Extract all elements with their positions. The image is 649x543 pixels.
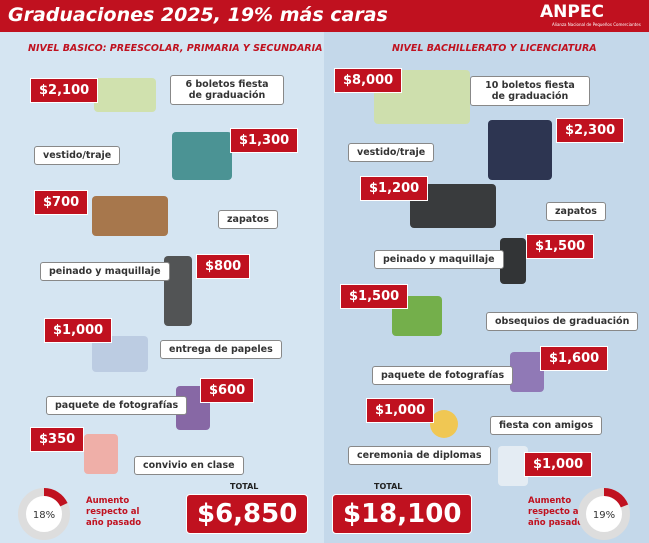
left-heading: NIVEL BASICO: PREESCOLAR, PRIMARIA Y SEC…: [28, 43, 323, 54]
price-tag: $1,300: [230, 128, 299, 153]
price-tag: $700: [34, 190, 89, 215]
item-label: entrega de papeles: [160, 340, 282, 359]
item-label: zapatos: [546, 202, 606, 221]
item-label: convivio en clase: [134, 456, 244, 475]
item-label: zapatos: [218, 210, 278, 229]
item-label: 10 boletos fiesta de graduación: [470, 76, 590, 106]
donut-arc: [18, 488, 70, 540]
price-tag: $1,000: [366, 398, 435, 423]
price-tag: $1,000: [44, 318, 113, 343]
price-tag: $800: [196, 254, 251, 279]
donut: 19%: [578, 488, 630, 540]
donut: 18%: [18, 488, 70, 540]
total-value: $6,850: [186, 494, 309, 534]
item-label: peinado y maquillaje: [40, 262, 170, 281]
total-label: TOTAL: [374, 482, 403, 491]
right-heading: NIVEL BACHILLERATO Y LICENCIATURA: [392, 43, 597, 54]
price-tag: $8,000: [334, 68, 403, 93]
emoji-illustration: [430, 410, 458, 438]
price-tag: $1,500: [340, 284, 409, 309]
donut-label: 19%: [593, 510, 615, 521]
title: Graduaciones 2025, 19% más caras: [8, 4, 388, 26]
diploma-illustration: [498, 446, 528, 486]
hair-illustration: [500, 238, 526, 284]
donut-arc: [578, 488, 630, 540]
logo-subtitle: Alianza Nacional de Pequeños Comerciante…: [552, 22, 641, 27]
girl-illustration: [84, 434, 118, 474]
price-tag: $600: [200, 378, 255, 403]
item-label: paquete de fotografías: [46, 396, 188, 415]
total-value: $18,100: [332, 494, 473, 534]
item-label: 6 boletos fiesta de graduación: [170, 75, 284, 105]
item-label: vestido/traje: [34, 146, 121, 165]
item-label: vestido/traje: [348, 143, 435, 162]
total-label: TOTAL: [230, 482, 259, 491]
shoes-illustration: [92, 196, 168, 236]
suit-illustration: [488, 120, 552, 180]
price-tag: $350: [30, 427, 85, 452]
increase-text: Aumento respecto al año pasado: [528, 496, 584, 528]
price-tag: $1,500: [526, 234, 595, 259]
tickets-illustration: [94, 78, 156, 112]
item-label: fiesta con amigos: [490, 416, 603, 435]
header-bar: Graduaciones 2025, 19% más caras ANPEC A…: [0, 0, 649, 32]
price-tag: $2,100: [30, 78, 99, 103]
item-label: peinado y maquillaje: [374, 250, 504, 269]
donut-label: 18%: [33, 510, 55, 521]
price-tag: $1,200: [360, 176, 429, 201]
price-tag: $1,000: [524, 452, 593, 477]
item-label: paquete de fotografías: [372, 366, 514, 385]
logo: ANPEC: [540, 2, 604, 22]
item-label: ceremonia de diplomas: [348, 446, 491, 465]
dress-illustration: [172, 132, 232, 180]
item-label: obsequios de graduación: [486, 312, 639, 331]
photo-illustration: [510, 352, 544, 392]
increase-text: Aumento respecto al año pasado: [86, 496, 142, 528]
price-tag: $1,600: [540, 346, 609, 371]
price-tag: $2,300: [556, 118, 625, 143]
